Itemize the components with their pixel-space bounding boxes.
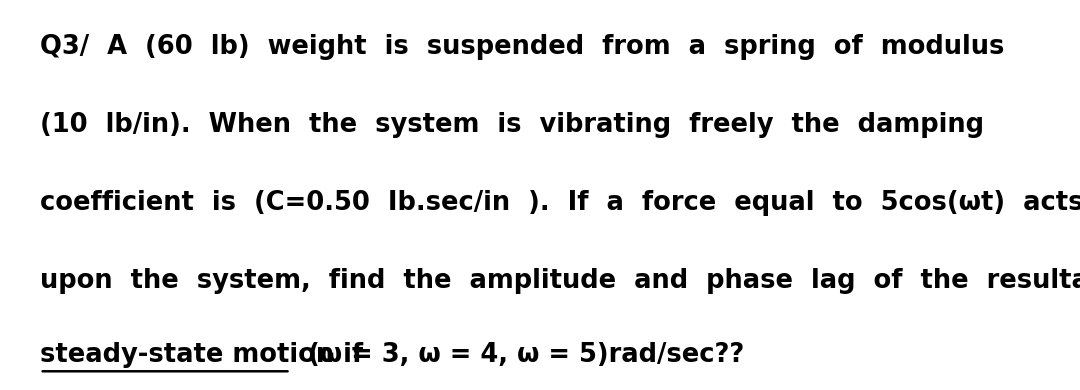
- Text: upon  the  system,  find  the  amplitude  and  phase  lag  of  the  resultant: upon the system, find the amplitude and …: [40, 268, 1080, 294]
- Text: (ω = 3, ω = 4, ω = 5)rad/sec??: (ω = 3, ω = 4, ω = 5)rad/sec??: [291, 342, 745, 368]
- Text: steady-state motion if: steady-state motion if: [40, 342, 363, 368]
- Text: (10  lb/in).  When  the  system  is  vibrating  freely  the  damping: (10 lb/in). When the system is vibrating…: [40, 112, 984, 138]
- Text: coefficient  is  (C=0.50  Ib.sec/in  ).  If  a  force  equal  to  5cos(ωt)  acts: coefficient is (C=0.50 Ib.sec/in ). If a…: [40, 190, 1080, 216]
- Text: Q3/  A  (60  lb)  weight  is  suspended  from  a  spring  of  modulus: Q3/ A (60 lb) weight is suspended from a…: [40, 34, 1004, 60]
